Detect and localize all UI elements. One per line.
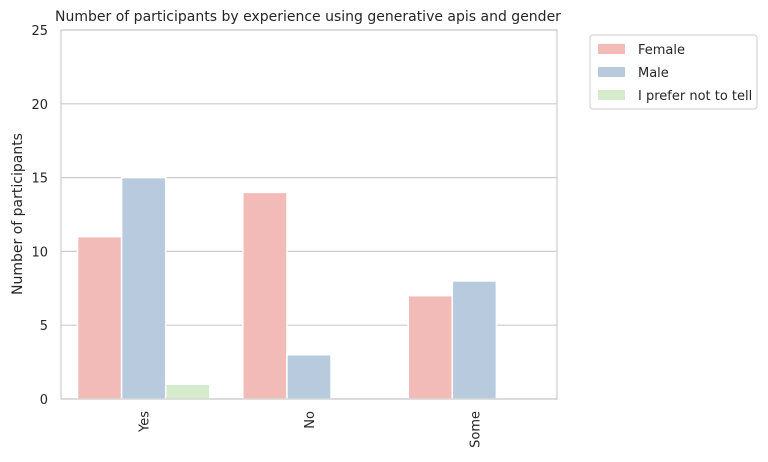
y-axis-title: Number of participants [10,133,26,295]
y-tick-label: 25 [31,24,48,39]
legend-label: Male [638,66,669,81]
legend: Female Male I prefer not to tell [589,34,758,110]
x-tick-label: Yes [138,411,153,433]
y-tick-label: 20 [31,98,48,113]
y-tick-label: 0 [40,393,48,408]
bar-female-some [407,294,454,400]
y-tick-label: 5 [40,319,48,334]
bar-female-no [242,191,288,400]
chart-title: Number of participants by experience usi… [55,9,561,25]
bars [76,176,498,400]
legend-frame [589,34,758,110]
bar-male-no [286,353,332,400]
y-axis-ticks: 0 5 10 15 20 25 [31,24,48,408]
plot-frame [60,29,558,400]
legend-swatch [598,67,625,77]
legend-swatch [598,90,625,100]
x-axis-ticks: Yes No Some [138,411,484,448]
legend-swatch [598,44,625,54]
bar-female-yes [76,235,123,400]
x-tick-label: Some [468,411,483,448]
legend-label: I prefer not to tell [638,89,752,104]
bar-i-prefer-not-to-tell-yes [164,383,211,400]
y-tick-label: 10 [31,245,48,260]
legend-label: Female [638,43,685,58]
y-tick-label: 15 [31,172,48,187]
x-tick-label: No [303,411,318,429]
bar-male-yes [120,176,167,400]
bar-male-some [451,280,498,400]
